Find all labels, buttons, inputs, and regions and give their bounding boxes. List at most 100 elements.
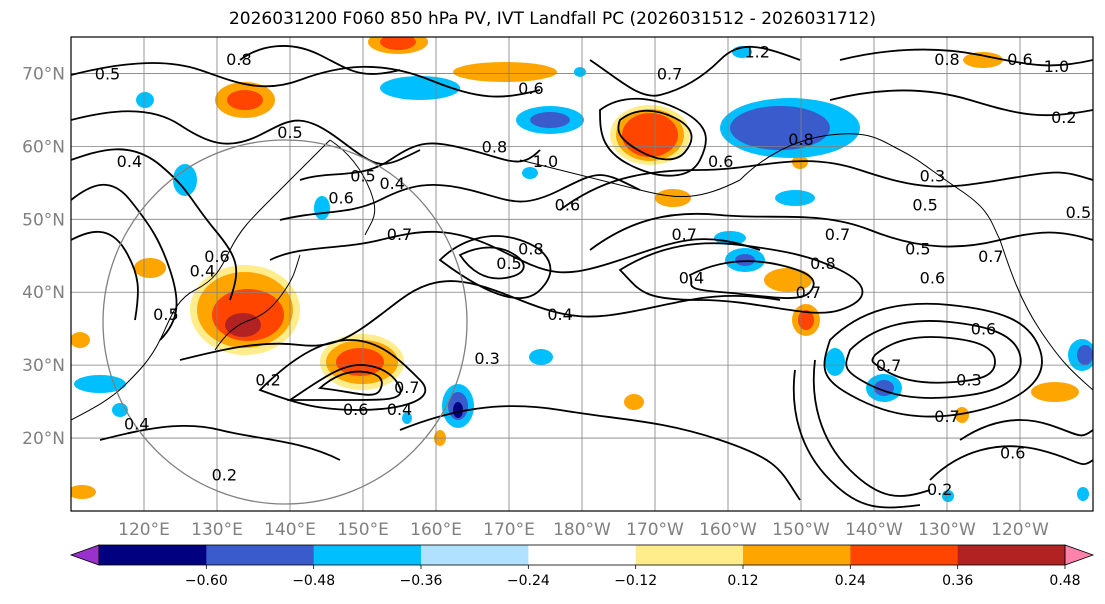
contour-label: 0.6 xyxy=(1000,444,1025,463)
shade-positive-kuroshio xyxy=(190,265,300,355)
contour-label: 0.6 xyxy=(971,320,996,339)
contour-label: 0.7 xyxy=(657,64,682,83)
lon-label: 130°W xyxy=(918,520,976,540)
coast-aleutians xyxy=(519,159,741,197)
colorbar-segment xyxy=(421,545,529,565)
lon-label: 140°E xyxy=(264,520,316,540)
colorbar-extend-high xyxy=(1064,544,1095,566)
contour-line xyxy=(559,160,1093,211)
contour-line xyxy=(269,230,761,274)
coast-japan xyxy=(214,254,301,351)
colorbar-segment xyxy=(850,545,959,565)
contour-line xyxy=(929,445,1093,481)
lat-label: 20°N xyxy=(22,429,65,449)
contour-label: 0.7 xyxy=(978,247,1003,266)
lat-label: 60°N xyxy=(22,137,65,157)
contour-label: 0.2 xyxy=(1051,108,1076,127)
contour-line xyxy=(589,212,1093,251)
contour-label: 0.4 xyxy=(679,269,704,288)
graticule xyxy=(71,37,1093,511)
contour-label: 0.6 xyxy=(328,188,353,207)
contour-label: 0.3 xyxy=(474,349,499,368)
colorbar-tick-label: −0.36 xyxy=(400,573,443,589)
colorbar-segment xyxy=(635,545,744,565)
contour-line xyxy=(959,419,1093,441)
colorbar-segment xyxy=(99,545,207,565)
contour-line xyxy=(618,242,864,314)
map-title: 2026031200 F060 850 hPa PV, IVT Landfall… xyxy=(228,9,876,29)
contour-line xyxy=(71,148,238,301)
contour-label: 0.5 xyxy=(350,167,375,186)
contour-line xyxy=(438,235,552,299)
contour-line xyxy=(71,230,139,321)
colorbar-tick-label: 0.12 xyxy=(727,573,758,589)
colorbar-tick-label: −0.12 xyxy=(614,573,657,589)
lat-label: 30°N xyxy=(22,356,65,376)
contour-line xyxy=(617,109,693,161)
lon-label: 170°E xyxy=(483,520,535,540)
contour-label: 0.5 xyxy=(905,239,930,258)
contour-label: 0.3 xyxy=(956,371,981,390)
contour-label: 0.4 xyxy=(379,174,404,193)
colorbar-extend-low xyxy=(69,544,100,566)
lat-label: 50°N xyxy=(22,210,65,230)
shade-negative xyxy=(74,46,1093,502)
contour-line xyxy=(258,339,427,411)
contour-label: 1.2 xyxy=(744,43,769,62)
map-frame xyxy=(70,36,1094,512)
contour-label: 0.5 xyxy=(912,196,937,215)
contour-labels: 0.50.80.40.50.60.40.50.70.60.40.50.20.6 0… xyxy=(95,43,1091,500)
colorbar-segment xyxy=(313,545,422,565)
contour-label: 0.7 xyxy=(796,283,821,302)
contour-label: 0.6 xyxy=(1007,50,1032,69)
contour-label: 1.0 xyxy=(1044,57,1069,76)
lon-label: 120°W xyxy=(991,520,1049,540)
contour-label: 0.8 xyxy=(518,239,543,258)
lat-label: 40°N xyxy=(22,283,65,303)
lon-label: 170°W xyxy=(626,520,684,540)
lon-label: 140°W xyxy=(845,520,903,540)
contour-line xyxy=(71,62,541,98)
contour-label: 0.6 xyxy=(343,400,368,419)
colorbar-tick-label: 0.48 xyxy=(1049,573,1080,589)
contour-label: 0.6 xyxy=(518,79,543,98)
contour-line xyxy=(239,45,401,75)
contour-label: 0.4 xyxy=(124,414,149,433)
lon-label: 160°E xyxy=(410,520,462,540)
colorbar-tick-label: −0.60 xyxy=(185,573,228,589)
contour-label: 0.6 xyxy=(204,247,229,266)
contour-label: 0.4 xyxy=(387,400,412,419)
colorbar-tick-label: −0.24 xyxy=(507,573,550,589)
contour-label: 0.4 xyxy=(547,305,572,324)
contour-label: 0.7 xyxy=(876,356,901,375)
contour-line xyxy=(845,320,1022,399)
contour-label: 0.5 xyxy=(153,305,178,324)
coast-na-west xyxy=(999,239,1093,391)
colorbar-segment xyxy=(206,545,315,565)
contour-line xyxy=(179,280,781,361)
contour-label: 0.6 xyxy=(708,152,733,171)
colorbar-segment xyxy=(743,545,851,565)
contour-line xyxy=(458,246,525,280)
latitude-labels: 70°N 60°N 50°N 40°N 30°N 20°N xyxy=(22,64,65,449)
lon-label: 150°W xyxy=(772,520,830,540)
contour-line xyxy=(399,405,801,501)
lon-label: 160°W xyxy=(699,520,757,540)
contour-line xyxy=(279,174,641,221)
contour-label: 0.8 xyxy=(934,50,959,69)
longitude-labels: 120°E 130°E 140°E 150°E 160°E 170°E 180°W 170°W… xyxy=(118,520,1049,540)
contour-line xyxy=(688,260,815,299)
contour-label: 0.5 xyxy=(95,64,120,83)
colorbar-outline xyxy=(98,544,1066,566)
contour-line xyxy=(812,359,931,497)
contour-line xyxy=(317,370,383,396)
contour-label: 0.5 xyxy=(496,254,521,273)
contour-line xyxy=(871,336,996,384)
contour-label: 0.8 xyxy=(788,130,813,149)
colorbar: −0.60 −0.48 −0.36 −0.24 −0.12 0.12 0.24 0.36 0.4… xyxy=(69,544,1095,589)
landfall-radius-circle xyxy=(102,139,468,505)
contour-line xyxy=(839,48,1093,67)
contour-line xyxy=(792,369,921,509)
contour-label: 0.7 xyxy=(671,225,696,244)
